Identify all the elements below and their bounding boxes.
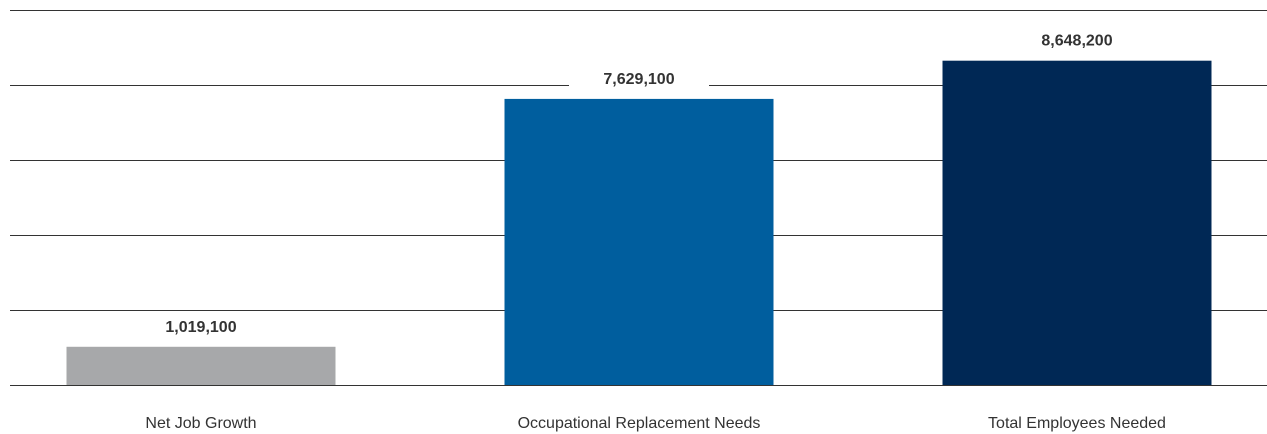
value-label-background bbox=[569, 68, 709, 91]
bar-total-employees-needed bbox=[942, 60, 1212, 385]
value-label-net-job-growth: 1,019,100 bbox=[165, 319, 236, 336]
value-labels: 1,019,100 7,629,100 8,648,200 bbox=[131, 30, 1147, 339]
bar-occupational-replacement-needs bbox=[504, 98, 774, 385]
category-label-occupational-replacement-needs: Occupational Replacement Needs bbox=[518, 415, 761, 432]
bars bbox=[66, 60, 1212, 385]
category-label-total-employees-needed: Total Employees Needed bbox=[988, 415, 1166, 432]
value-label-background bbox=[1007, 30, 1147, 53]
value-label-occupational-replacement-needs: 7,629,100 bbox=[603, 71, 674, 88]
bar-net-job-growth bbox=[66, 346, 336, 385]
category-labels: Net Job Growth Occupational Replacement N… bbox=[145, 415, 1166, 432]
value-label-total-employees-needed: 8,648,200 bbox=[1041, 33, 1112, 50]
category-label-net-job-growth: Net Job Growth bbox=[145, 415, 256, 432]
value-label-background bbox=[131, 316, 271, 339]
